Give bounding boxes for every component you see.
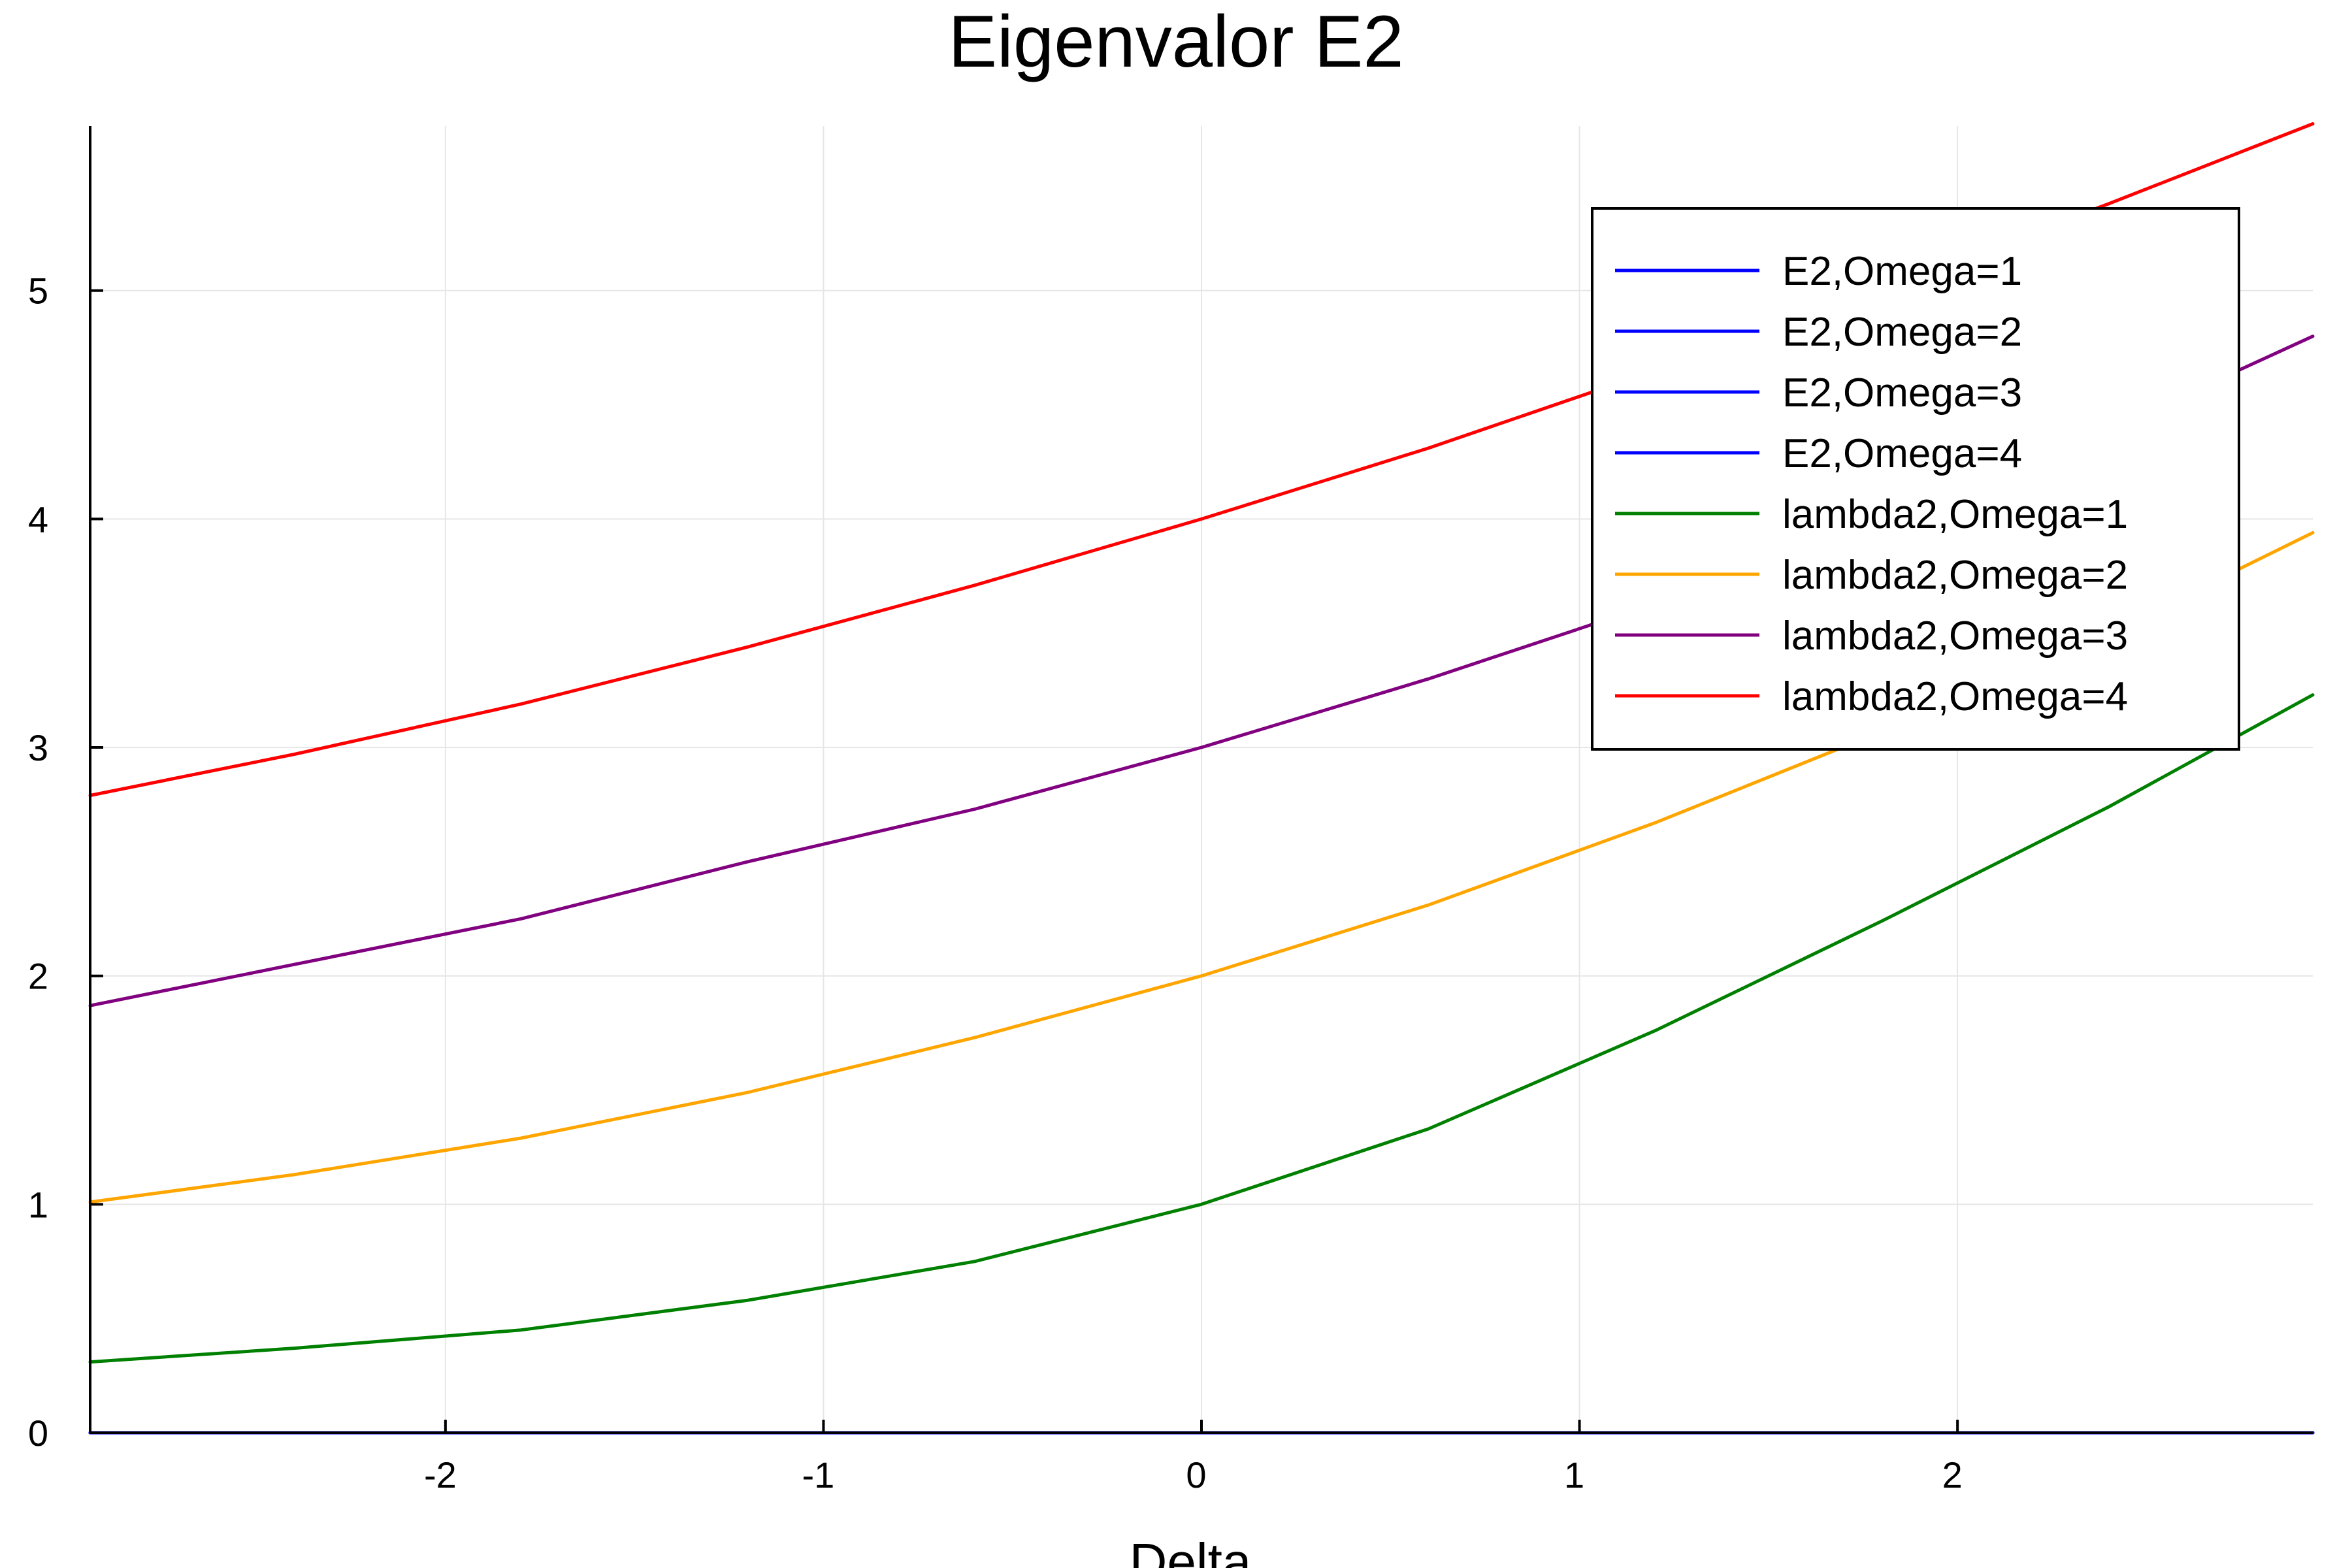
x-tick-label: -2	[424, 1454, 457, 1495]
legend: E2,Omega=1 E2,Omega=2 E2,Omega=3 E2,Omega=4…	[1591, 207, 2240, 751]
legend-label: lambda2,Omega=3	[1782, 613, 2128, 659]
x-tick-label: 0	[1186, 1454, 1206, 1495]
y-tick-label: 5	[28, 270, 48, 312]
series-line-4	[88, 693, 2315, 1364]
x-axis-label: Delta	[1130, 1533, 1252, 1568]
x-tick-label: 2	[1942, 1454, 1963, 1495]
y-tick-label: 1	[28, 1184, 48, 1225]
legend-label: lambda2,Omega=4	[1782, 674, 2128, 719]
legend-label: E2,Omega=1	[1782, 249, 2022, 294]
x-tick-label: 1	[1564, 1454, 1584, 1495]
legend-label: E2,Omega=3	[1782, 370, 2022, 416]
legend-label: E2,Omega=4	[1782, 431, 2022, 476]
y-tick-label: 4	[28, 498, 48, 540]
y-tick-label: 3	[28, 727, 48, 768]
y-tick-label: 2	[28, 956, 48, 997]
legend-entries: E2,Omega=1 E2,Omega=2 E2,Omega=3 E2,Omega=4…	[1615, 249, 2128, 719]
legend-label: lambda2,Omega=1	[1782, 492, 2128, 537]
chart-title: Eigenvalor E2	[948, 1, 1403, 82]
y-tick-label: 0	[28, 1413, 48, 1454]
legend-box	[1591, 207, 2240, 751]
legend-label: E2,Omega=2	[1782, 310, 2022, 355]
x-tick-label: -1	[802, 1454, 835, 1495]
legend-label: lambda2,Omega=2	[1782, 553, 2128, 598]
tick-layer: -2 -1 0 1 2 0 1 2 3 4 5	[28, 270, 1963, 1495]
